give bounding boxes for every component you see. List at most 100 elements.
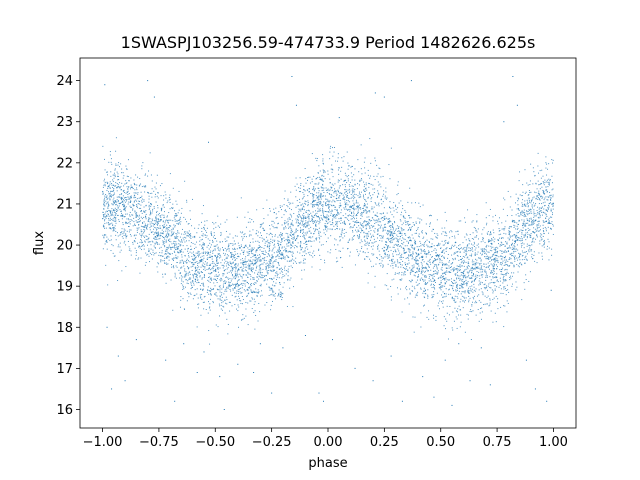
data-point	[193, 259, 195, 261]
data-point	[516, 235, 518, 237]
data-point	[493, 265, 495, 267]
data-point	[337, 157, 339, 159]
data-point	[113, 192, 115, 194]
data-point	[135, 254, 137, 256]
data-point	[230, 290, 232, 292]
data-point	[214, 238, 216, 240]
data-point	[181, 278, 183, 280]
data-point	[219, 299, 221, 301]
data-point	[426, 262, 428, 264]
data-point	[362, 195, 364, 197]
data-point	[540, 195, 542, 197]
data-point	[483, 248, 485, 250]
data-point	[485, 253, 487, 255]
data-point	[213, 265, 215, 267]
data-point	[235, 268, 237, 270]
data-point	[186, 199, 188, 201]
data-point	[517, 271, 519, 273]
data-point	[372, 208, 374, 210]
data-point	[387, 234, 389, 236]
data-point	[392, 229, 394, 231]
data-point	[116, 201, 118, 203]
data-point	[342, 194, 344, 196]
data-point	[200, 297, 202, 299]
data-point	[510, 226, 512, 228]
data-point	[273, 211, 275, 213]
data-point	[148, 219, 150, 221]
data-point	[479, 282, 481, 284]
data-point	[269, 210, 271, 212]
data-point	[470, 255, 472, 257]
data-point	[137, 242, 139, 244]
data-point	[148, 250, 150, 252]
data-point	[290, 191, 292, 193]
data-point	[485, 256, 487, 258]
data-point	[270, 258, 272, 260]
data-point	[140, 257, 142, 259]
data-point	[527, 249, 529, 251]
data-point	[418, 267, 420, 269]
data-point	[138, 245, 140, 247]
data-point	[389, 241, 391, 243]
data-point	[469, 247, 471, 249]
data-point	[278, 289, 280, 291]
data-point	[464, 261, 466, 263]
data-point	[261, 247, 263, 248]
data-point	[411, 202, 413, 204]
data-point	[372, 245, 374, 247]
data-point	[329, 158, 331, 160]
data-point	[160, 255, 162, 257]
data-point	[523, 219, 525, 221]
data-point	[455, 281, 457, 283]
data-point	[479, 283, 481, 285]
data-point	[289, 240, 291, 242]
data-point	[152, 210, 154, 212]
data-point	[375, 221, 377, 223]
data-point	[332, 176, 334, 178]
data-point	[135, 234, 137, 236]
data-point	[271, 236, 273, 238]
data-point	[266, 279, 268, 281]
data-point	[169, 225, 171, 227]
data-point	[363, 161, 365, 163]
data-point	[437, 270, 439, 272]
data-point	[423, 243, 425, 245]
data-point	[422, 292, 424, 294]
data-point	[166, 263, 168, 265]
data-point	[282, 258, 284, 260]
data-point	[325, 220, 327, 222]
data-point	[288, 226, 290, 228]
data-point	[524, 224, 526, 226]
data-point	[315, 224, 317, 226]
data-point	[316, 203, 318, 205]
data-point	[311, 216, 313, 218]
data-point	[504, 262, 506, 264]
data-point	[464, 269, 466, 271]
data-point	[433, 314, 435, 316]
data-point	[465, 252, 467, 254]
data-point	[322, 213, 324, 215]
data-point	[271, 257, 273, 259]
data-point	[286, 250, 288, 252]
data-point	[232, 258, 234, 260]
data-point	[312, 236, 314, 238]
data-point	[357, 251, 359, 253]
data-point	[263, 218, 265, 220]
data-point	[415, 261, 417, 263]
data-point	[241, 277, 243, 279]
data-point	[269, 265, 271, 267]
data-point	[111, 208, 113, 210]
data-point	[429, 225, 431, 227]
data-point	[527, 203, 529, 205]
data-point	[188, 260, 189, 262]
data-point	[269, 289, 271, 291]
data-point	[464, 217, 466, 219]
data-point	[164, 191, 166, 193]
data-point	[122, 214, 124, 216]
data-point	[277, 250, 279, 252]
data-point	[364, 209, 366, 211]
data-point	[431, 251, 433, 253]
data-point	[358, 171, 360, 173]
data-point	[203, 301, 205, 303]
data-point	[464, 290, 466, 292]
